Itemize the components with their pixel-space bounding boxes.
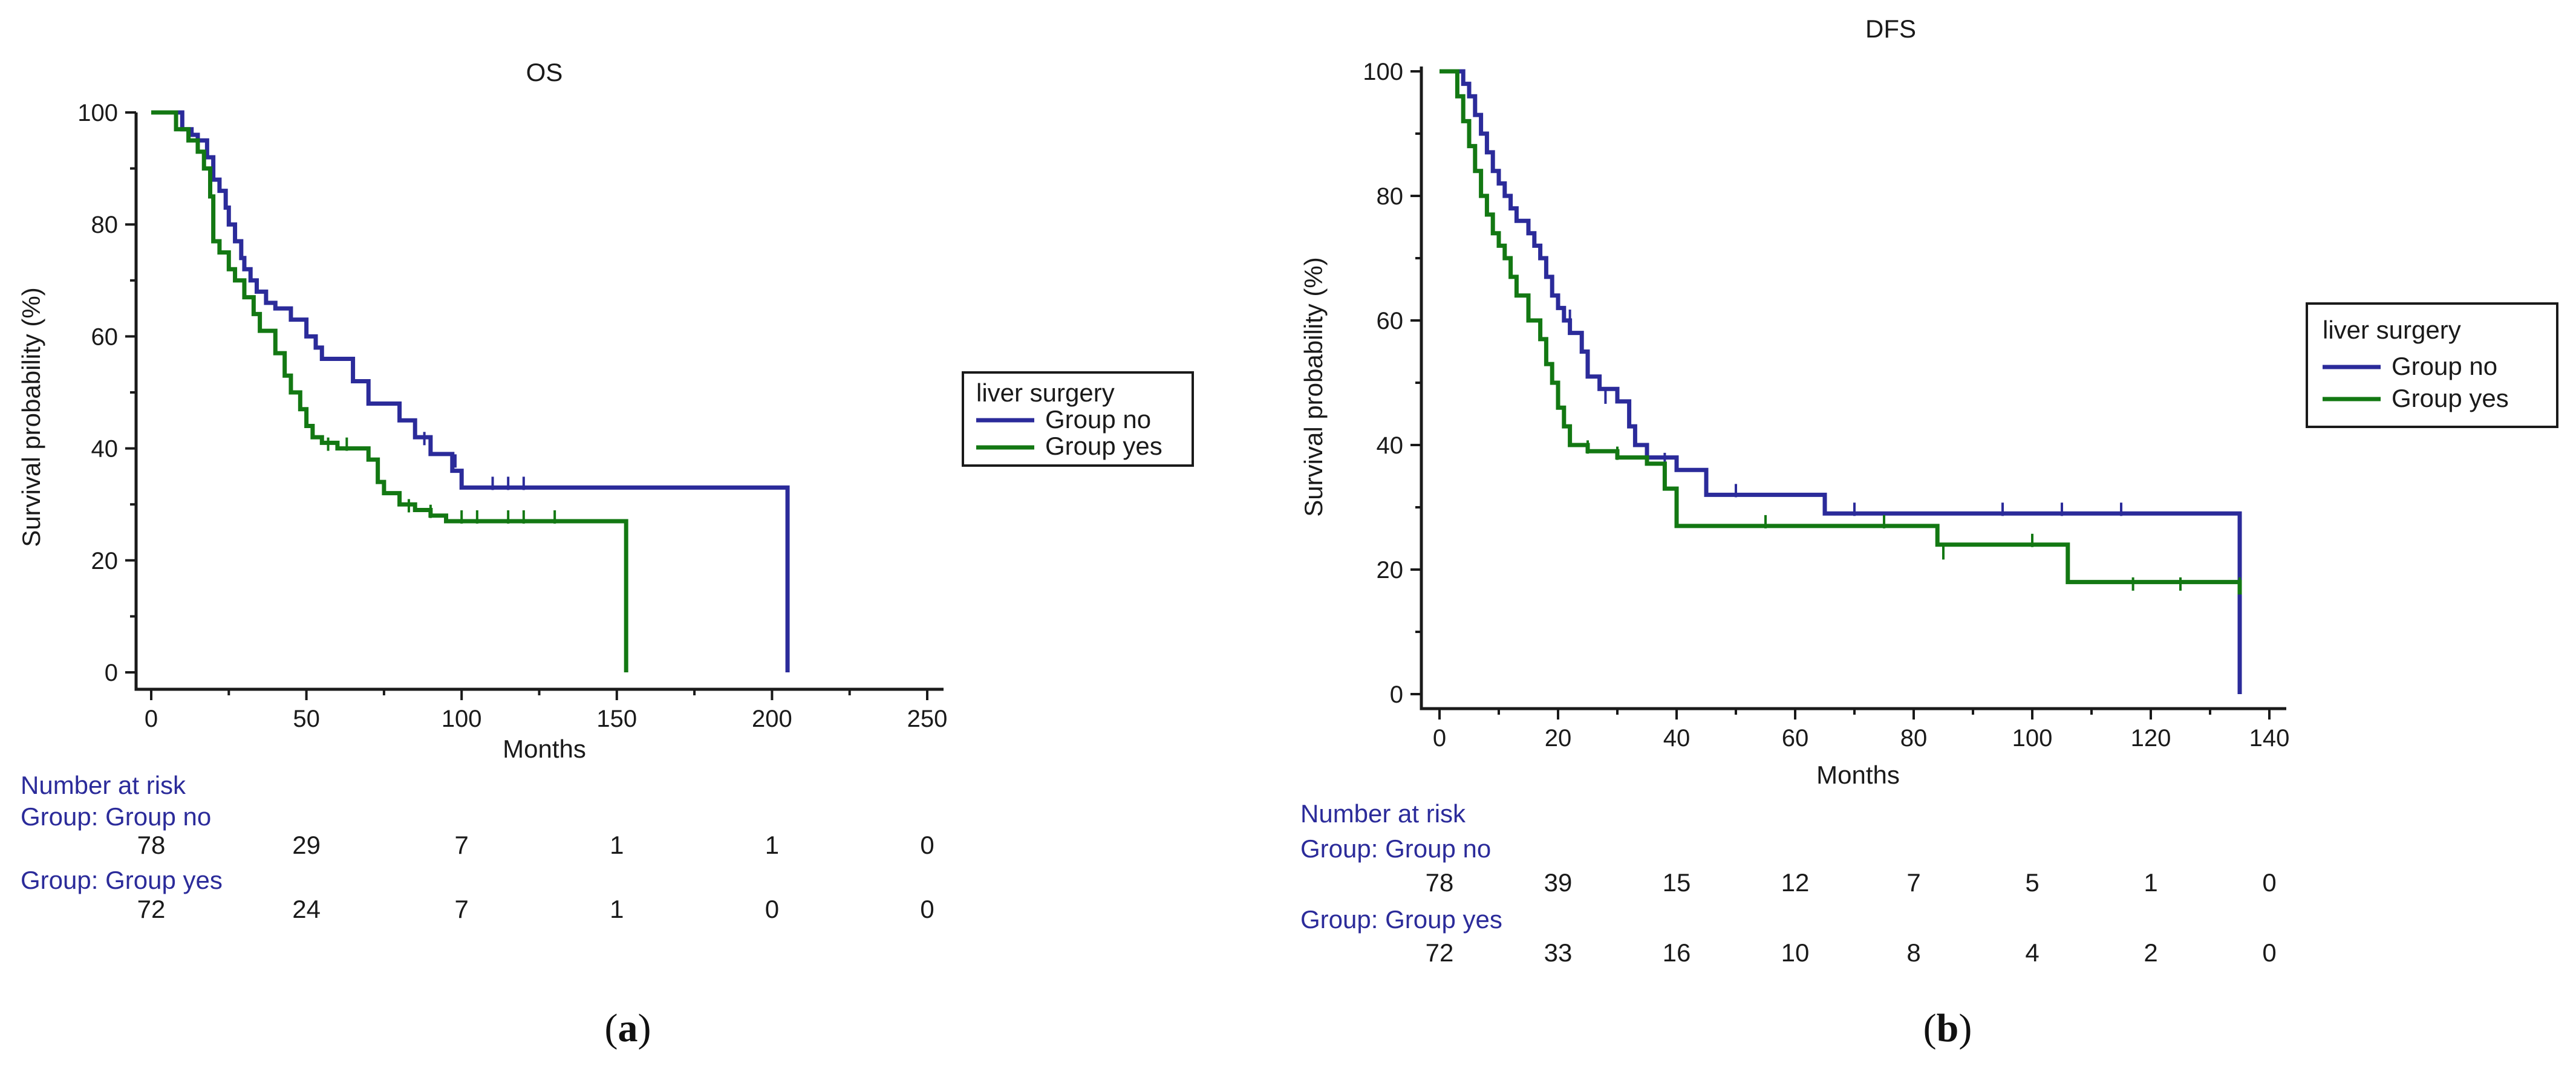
x-tick-label: 140 — [2249, 725, 2290, 752]
risk-value: 78 — [1426, 868, 1454, 897]
x-axis-label: Months — [503, 735, 586, 763]
risk-value: 12 — [1781, 868, 1810, 897]
y-tick-label: 100 — [1363, 59, 1403, 85]
x-tick-label: 250 — [907, 706, 948, 732]
risk-value: 0 — [765, 895, 779, 923]
risk-value: 0 — [920, 895, 934, 923]
km-curve-group-yes — [151, 110, 628, 672]
x-tick-label: 150 — [596, 706, 637, 732]
risk-value: 0 — [2262, 938, 2276, 967]
y-tick-label: 20 — [1377, 557, 1404, 583]
risk-table-heading: Number at risk — [21, 771, 186, 799]
panel-letter-b: b — [1937, 1006, 1959, 1050]
legend-entry-group-no: Group no — [2392, 352, 2497, 380]
risk-row-label-group-no: Group: Group no — [1300, 834, 1491, 863]
risk-value: 78 — [137, 831, 166, 859]
risk-value: 72 — [1426, 938, 1454, 967]
y-axis-label: Survival probability (%) — [17, 287, 45, 547]
legend: liver surgery Group no Group yes — [962, 371, 1194, 467]
x-tick-label: 20 — [1545, 725, 1572, 752]
risk-table: Number at risk Group: Group no 78 39 15 12 7… — [1300, 799, 2277, 967]
chart-title: OS — [526, 58, 563, 86]
x-tick-label: 80 — [1900, 725, 1928, 752]
x-tick-label: 0 — [1433, 725, 1446, 752]
risk-value: 72 — [137, 895, 166, 923]
axes-frame — [1420, 67, 2286, 710]
legend: liver surgery Group no Group yes — [2306, 302, 2558, 428]
risk-value: 0 — [920, 831, 934, 859]
risk-value: 33 — [1544, 938, 1573, 967]
risk-value: 7 — [455, 895, 469, 923]
panel-label-b: (b) — [1923, 1006, 1972, 1050]
panel-letter-a: a — [618, 1006, 638, 1050]
x-tick-label: 40 — [1663, 725, 1691, 752]
risk-value: 1 — [610, 831, 624, 859]
x-tick-label: 0 — [145, 706, 158, 732]
risk-value: 1 — [610, 895, 624, 923]
y-axis-label: Survival probability (%) — [1299, 257, 1328, 516]
x-tick-label: 60 — [1782, 725, 1809, 752]
x-axis-label: Months — [1816, 761, 1900, 789]
risk-value: 29 — [292, 831, 321, 859]
legend-title: liver surgery — [2323, 316, 2461, 344]
risk-row-label-group-yes: Group: Group yes — [21, 866, 223, 894]
panel-b-chart: DFS Survival probability (%) Months 0204… — [1299, 15, 2558, 1050]
risk-value: 7 — [455, 831, 469, 859]
x-tick-label: 100 — [442, 706, 482, 732]
risk-value: 24 — [292, 895, 321, 923]
legend-entry-group-yes: Group yes — [1045, 432, 1162, 460]
risk-row-label-group-yes: Group: Group yes — [1300, 905, 1502, 934]
chart-title: DFS — [1865, 15, 1916, 43]
risk-row-label-group-no: Group: Group no — [21, 802, 211, 831]
y-tick-label: 0 — [1390, 681, 1403, 708]
risk-value: 4 — [2025, 938, 2039, 967]
y-tick-label: 0 — [105, 660, 118, 686]
risk-value: 39 — [1544, 868, 1573, 897]
panel-a-chart: OS Survival probability (%) Months 0 20 40… — [17, 58, 1194, 1050]
x-tick-label: 200 — [752, 706, 792, 732]
risk-value: 1 — [765, 831, 779, 859]
km-curve-group-no — [1440, 69, 2242, 694]
risk-value: 5 — [2025, 868, 2039, 897]
legend-entry-group-no: Group no — [1045, 405, 1151, 434]
y-tick-label: 20 — [91, 548, 119, 574]
km-curve-group-no — [151, 110, 790, 672]
y-tick-label: 60 — [91, 323, 119, 350]
risk-value: 0 — [2262, 868, 2276, 897]
risk-value: 16 — [1663, 938, 1691, 967]
y-tick-label: 60 — [1377, 308, 1404, 334]
x-tick-label: 50 — [293, 706, 320, 732]
risk-value: 8 — [1906, 938, 1920, 967]
y-tick-label: 80 — [91, 212, 119, 238]
legend-title: liver surgery — [976, 379, 1115, 407]
risk-value: 15 — [1663, 868, 1691, 897]
x-tick-label: 100 — [2012, 725, 2053, 752]
risk-value: 7 — [1906, 868, 1920, 897]
y-tick-label: 100 — [77, 100, 118, 126]
y-tick-label: 40 — [91, 436, 119, 463]
panel-label-a: (a) — [605, 1006, 651, 1050]
risk-table: Number at risk Group: Group no 78 29 7 1 1 0 … — [21, 771, 934, 923]
x-tick-label: 120 — [2131, 725, 2171, 752]
legend-entry-group-yes: Group yes — [2392, 384, 2509, 412]
risk-value: 2 — [2144, 938, 2157, 967]
km-curve-group-yes — [1440, 69, 2242, 595]
y-tick-label: 40 — [1377, 432, 1404, 459]
risk-value: 1 — [2144, 868, 2157, 897]
risk-table-heading: Number at risk — [1300, 799, 1466, 828]
risk-value: 10 — [1781, 938, 1810, 967]
y-tick-label: 80 — [1377, 183, 1404, 210]
axes-frame — [134, 112, 944, 691]
